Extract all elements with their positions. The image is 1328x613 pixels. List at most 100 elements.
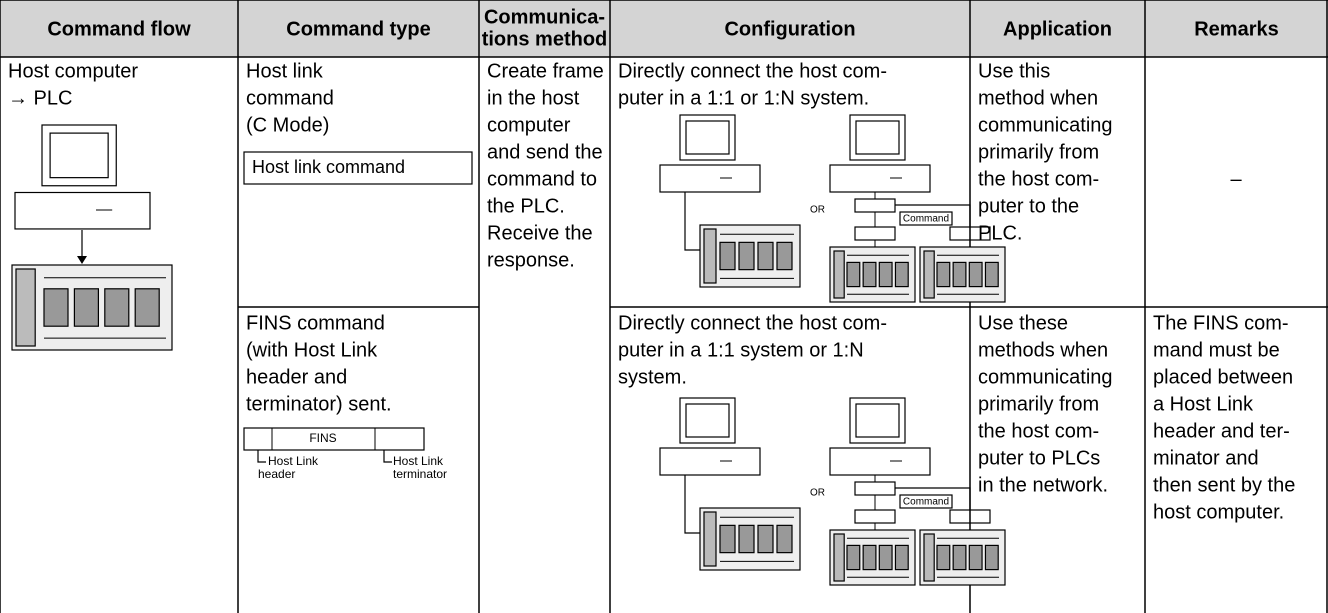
plc-terminal [984,261,999,288]
frame-header: header [258,467,295,481]
communications-method-text: in the host [487,87,580,109]
header-cell: Command flow [47,18,191,40]
command-box [899,211,953,226]
plc-terminal [968,261,983,288]
configuration-text: Directly connect the host com- [618,60,887,82]
plc-terminal [757,524,774,554]
plc-power [15,268,36,347]
configuration-text: Directly connect the host com- [618,312,887,334]
plc-terminal [862,544,877,571]
header-background [0,0,1328,57]
monitor-icon [849,397,906,444]
plc-power [703,228,717,284]
remarks-text: – [1230,168,1242,190]
application-text: the host com- [978,168,1099,190]
plc-terminal [878,544,893,571]
plc-terminal [846,544,861,571]
remarks-text: a Host Link [1153,393,1254,415]
plc-terminal [984,544,999,571]
command-type-text: Host link [246,60,324,82]
adapter [854,198,896,213]
plc-terminal [104,288,130,327]
header-cell: Command type [286,18,430,40]
application-text: PLC. [978,222,1022,244]
plc-terminal [73,288,100,327]
command-type-text: command [246,87,334,109]
application-text: method when [978,87,1098,109]
communications-method-text: the PLC. [487,195,565,217]
computer-base-icon [14,191,151,230]
screen-icon [49,132,109,179]
command-box [899,494,953,509]
header-cell: Communica- [484,6,605,28]
cable [684,475,702,534]
remarks-text: header and ter- [1153,420,1290,442]
screen-icon [855,120,900,155]
application-text: communicating [978,366,1113,388]
header-cell: Remarks [1194,18,1279,40]
configuration-text: system. [618,366,687,388]
computer-base-icon [829,164,931,193]
plc-terminal [894,544,909,571]
command-type-text: (C Mode) [246,114,329,136]
plc-terminal [862,261,877,288]
application-text: Use these [978,312,1068,334]
adapter [854,509,896,524]
or-label: OR [810,488,825,499]
application-text: primarily from [978,141,1099,163]
remarks-text: The FINS com- [1153,312,1289,334]
application-text: primarily from [978,393,1099,415]
plc-terminal [757,241,774,271]
header-cell: Application [1003,18,1112,40]
plc-terminal [134,288,160,327]
command-type-text: header and [246,366,347,388]
plc-power [833,533,845,582]
screen-icon [685,403,730,438]
command-flow-text: Host computer [8,60,138,82]
computer-base-icon [829,447,931,476]
bracket [383,450,392,463]
adapter [854,481,896,496]
plc-power [703,511,717,567]
bracket [257,450,266,463]
frame-header: Host Link [268,454,319,468]
communications-method-text: response. [487,249,575,271]
header-cell: Configuration [724,18,855,40]
screen-icon [855,403,900,438]
application-text: communicating [978,114,1113,136]
cable [895,204,971,227]
adapter [854,226,896,241]
plc-terminal [878,261,893,288]
plc-terminal [936,544,951,571]
frame-terminator: Host Link [393,454,444,468]
command-box-text: Host link command [252,157,405,177]
plc-power [833,250,845,299]
cable [684,192,702,251]
configuration-text: puter in a 1:1 or 1:N system. [618,87,869,109]
plc-terminal [776,524,793,554]
header-cell: tions method [482,28,608,50]
frame-label: FINS [309,431,336,445]
plc-terminal [894,261,909,288]
communications-method-text: Create frame [487,60,604,82]
application-text: the host com- [978,420,1099,442]
cable [895,487,971,510]
frame-terminator: terminator [393,467,447,481]
plc-terminal [719,241,736,271]
monitor-icon [41,124,117,187]
communications-method-text: command to [487,168,597,190]
plc-terminal [952,261,967,288]
plc-terminal [719,524,736,554]
plc-terminal [738,524,755,554]
plc-power [923,250,935,299]
communications-method-text: and send the [487,141,603,163]
remarks-text: placed between [1153,366,1293,388]
plc-terminal [968,544,983,571]
communications-method-text: Receive the [487,222,593,244]
remarks-text: host computer. [1153,501,1284,523]
or-label: OR [810,205,825,216]
plc-terminal [738,241,755,271]
plc-terminal [776,241,793,271]
